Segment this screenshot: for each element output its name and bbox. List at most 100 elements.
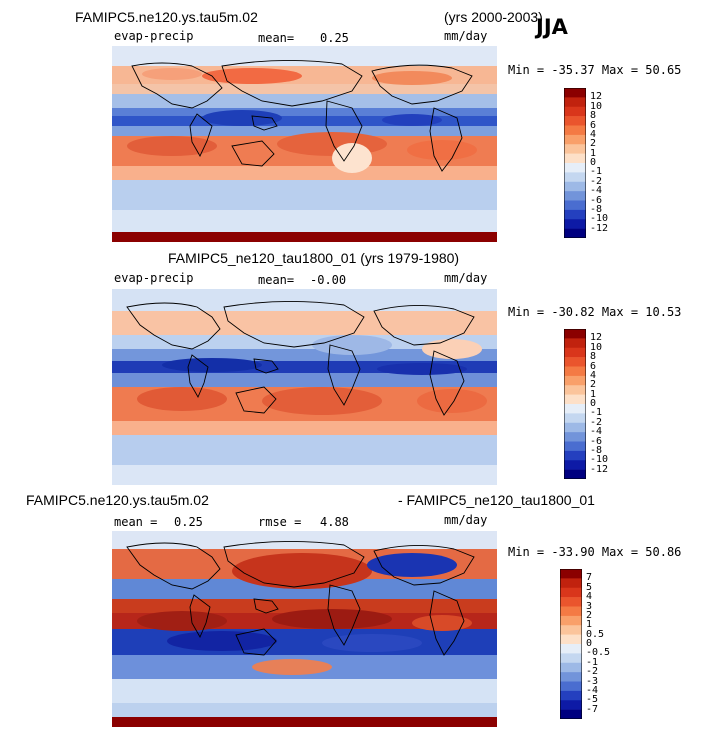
colorbar-tick-label: -2 — [590, 416, 603, 428]
panel3-colorbar — [560, 569, 582, 719]
colorbar-tick-label: -12 — [590, 222, 609, 234]
colorbar-swatch — [560, 672, 582, 682]
colorbar-tick-label: 4 — [590, 128, 597, 140]
colorbar-swatch — [564, 441, 586, 452]
colorbar-swatch — [564, 329, 586, 339]
panel1-mean-label: mean= — [258, 31, 295, 45]
colorbar-tick-label: 10 — [590, 341, 603, 353]
colorbar-tick-label: 10 — [590, 100, 603, 112]
colorbar-tick-label: -12 — [590, 463, 609, 475]
colorbar-tick-label: 4 — [590, 369, 597, 381]
colorbar-swatch — [564, 125, 586, 136]
colorbar-tick-label: 3 — [586, 600, 593, 612]
panel1-mean-value: 0.25 — [320, 31, 349, 45]
season-label: JJA — [536, 15, 568, 39]
colorbar-tick-label: 2 — [590, 379, 597, 391]
panel1-colorbar — [564, 88, 586, 238]
colorbar-swatch — [564, 394, 586, 405]
colorbar-swatch — [564, 88, 586, 98]
colorbar-tick-label: -2 — [590, 175, 603, 187]
panel1-min-max: Min = -35.37 Max = 50.65 — [508, 63, 682, 77]
colorbar-tick-label: -8 — [590, 203, 603, 215]
colorbar-swatch — [564, 97, 586, 108]
colorbar-tick-label: 4 — [586, 591, 593, 603]
colorbar-swatch — [564, 432, 586, 442]
colorbar-swatch — [564, 413, 586, 424]
colorbar-tick-label: -0.5 — [586, 647, 611, 659]
colorbar-tick-label: -5 — [586, 694, 599, 706]
colorbar-tick-label: 1 — [590, 388, 597, 400]
colorbar-swatch — [560, 662, 582, 673]
colorbar-swatch — [564, 366, 586, 377]
colorbar-swatch — [564, 200, 586, 211]
colorbar-swatch — [560, 681, 582, 692]
colorbar-tick-label: 2 — [586, 609, 593, 621]
colorbar-swatch — [564, 228, 586, 238]
colorbar-swatch — [564, 375, 586, 386]
colorbar-tick-label: -7 — [586, 703, 599, 715]
colorbar-tick-label: 8 — [590, 110, 597, 122]
panel2-variable: evap-precip — [114, 271, 194, 285]
colorbar-swatch — [564, 181, 586, 192]
colorbar-swatch — [564, 209, 586, 220]
colorbar-swatch — [564, 219, 586, 229]
panel3-bottom-band — [112, 717, 497, 727]
panel3-title-right: - FAMIPC5_ne120_tau1800_01 — [398, 492, 595, 508]
colorbar-tick-label: -10 — [590, 454, 609, 466]
colorbar-tick-label: -6 — [590, 194, 603, 206]
colorbar-tick-label: -1 — [590, 166, 603, 178]
colorbar-swatch — [564, 450, 586, 461]
colorbar-swatch — [560, 700, 582, 710]
panel3-mean-label: mean = — [114, 515, 158, 529]
panel3-rmse-label: rmse = — [258, 515, 302, 529]
colorbar-swatch — [564, 191, 586, 201]
colorbar-swatch — [560, 587, 582, 598]
colorbar-tick-label: 0 — [590, 398, 597, 409]
colorbar-tick-label: 12 — [590, 332, 603, 344]
panel3-min-max: Min = -33.90 Max = 50.86 — [508, 545, 682, 559]
colorbar-tick-label: 0 — [586, 638, 593, 649]
colorbar-tick-label: -10 — [590, 213, 609, 225]
colorbar-tick-label: 0 — [590, 157, 597, 168]
panel1-title: FAMIPC5.ne120.ys.tau5m.02 — [75, 9, 258, 25]
colorbar-swatch — [560, 709, 582, 719]
colorbar-tick-label: 5 — [586, 581, 593, 593]
colorbar-swatch — [564, 385, 586, 395]
colorbar-tick-label: 8 — [590, 351, 597, 363]
panel1-variable: evap-precip — [114, 29, 194, 43]
colorbar-swatch — [564, 134, 586, 145]
panel1-years: (yrs 2000-2003) — [444, 9, 543, 25]
colorbar-swatch — [560, 578, 582, 589]
colorbar-swatch — [564, 106, 586, 117]
colorbar-tick-label: -3 — [586, 675, 599, 687]
colorbar-tick-label: -1 — [590, 407, 603, 419]
colorbar-swatch — [560, 690, 582, 701]
colorbar-swatch — [564, 163, 586, 173]
colorbar-tick-label: -4 — [590, 185, 603, 197]
colorbar-tick-label: -6 — [590, 435, 603, 447]
colorbar-swatch — [564, 422, 586, 433]
panel2-colorbar — [564, 329, 586, 479]
panel2-units: mm/day — [444, 271, 488, 285]
panel3-map — [112, 531, 497, 727]
panel2-mean-label: mean= — [258, 273, 295, 287]
colorbar-swatch — [560, 653, 582, 664]
panel3-rmse-value: 4.88 — [320, 515, 349, 529]
colorbar-swatch — [564, 338, 586, 349]
panel2-min-max: Min = -30.82 Max = 10.53 — [508, 305, 682, 319]
panel1-map — [112, 46, 497, 242]
colorbar-swatch — [560, 634, 582, 645]
colorbar-tick-label: -4 — [586, 684, 599, 696]
colorbar-tick-label: 12 — [590, 91, 603, 103]
colorbar-swatch — [564, 357, 586, 367]
panel2-title: FAMIPC5_ne120_tau1800_01 (yrs 1979-1980) — [168, 250, 460, 266]
colorbar-tick-label: -2 — [586, 666, 599, 678]
colorbar-tick-label: 6 — [590, 119, 597, 131]
panel1-units: mm/day — [444, 29, 488, 43]
panel3-mean-value: 0.25 — [174, 515, 203, 529]
colorbar-swatch — [564, 404, 586, 414]
colorbar-swatch — [564, 144, 586, 154]
colorbar-tick-label: 1 — [586, 619, 593, 631]
panel2-mean-value: -0.00 — [310, 273, 347, 287]
colorbar-swatch — [560, 625, 582, 635]
